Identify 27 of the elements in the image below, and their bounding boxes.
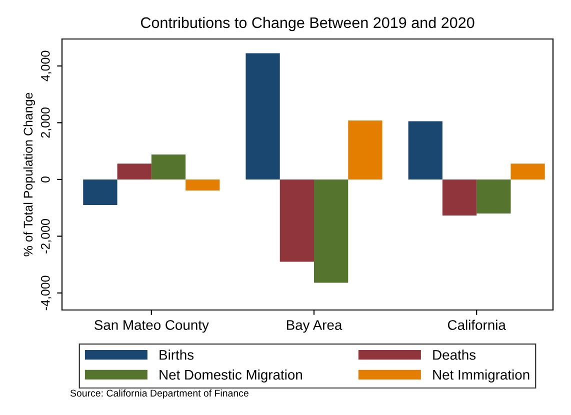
source-note: Source: California Department of Finance <box>70 389 248 399</box>
bar <box>476 179 511 214</box>
bar <box>83 179 118 206</box>
bar <box>348 120 382 180</box>
y-tick-label: 0 <box>40 176 50 182</box>
bar <box>151 154 186 180</box>
y-tick-label: 2,000 <box>40 108 52 138</box>
legend-label: Deaths <box>433 350 476 360</box>
bar <box>408 121 442 180</box>
y-tick-label: -4,000 <box>40 276 52 310</box>
y-tick-label: -2,000 <box>40 218 52 254</box>
legend-label: Net Immigration <box>433 369 530 382</box>
legend-label: Net Domestic Migration <box>160 369 302 382</box>
y-tick-label: 4,000 <box>40 50 52 82</box>
legend-label: Births <box>160 350 194 360</box>
bar <box>510 164 545 180</box>
x-tick-label: California <box>448 320 506 330</box>
bar <box>186 179 220 191</box>
bar <box>314 179 348 283</box>
bar <box>442 179 477 216</box>
bar <box>246 53 280 180</box>
y-axis-title: % of Total Population Change <box>23 92 36 256</box>
chart-title: Contributions to Change Between 2019 and 2020 <box>140 16 474 32</box>
bar <box>117 164 152 180</box>
x-tick-label: San Mateo County <box>94 320 209 333</box>
x-tick-label: Bay Area <box>286 320 342 333</box>
bar <box>280 179 314 262</box>
